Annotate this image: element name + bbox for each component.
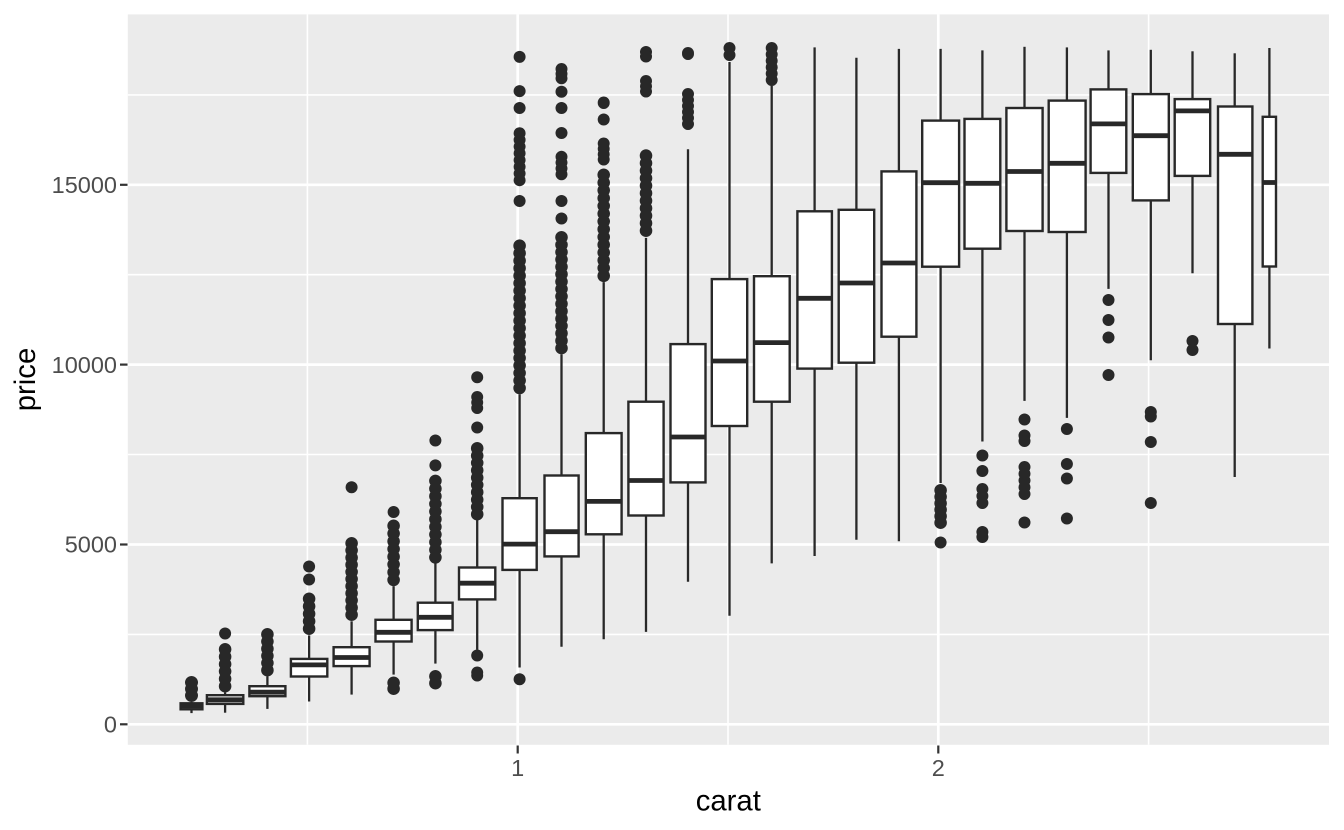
svg-text:15000: 15000 [52,172,117,198]
svg-text:0: 0 [104,712,117,738]
svg-text:carat: carat [696,785,761,818]
svg-text:price: price [9,348,42,412]
svg-text:1: 1 [511,755,524,781]
svg-text:5000: 5000 [65,532,117,558]
svg-text:2: 2 [932,755,945,781]
svg-text:10000: 10000 [52,352,117,378]
